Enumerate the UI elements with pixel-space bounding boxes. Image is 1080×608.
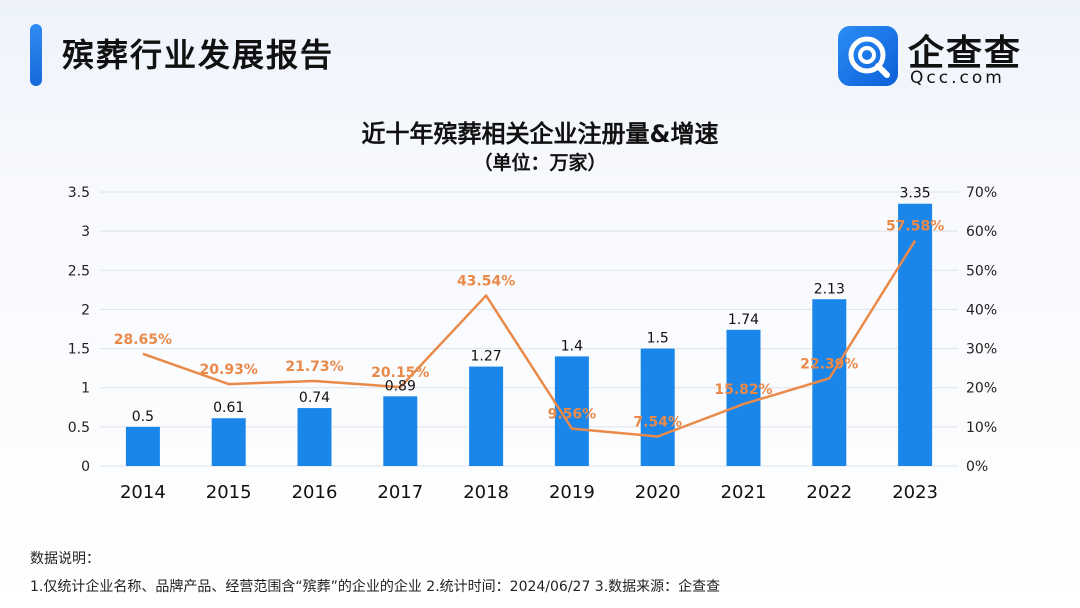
bar-data-label: 0.5	[132, 409, 154, 425]
logo-name: 企查查	[908, 33, 1023, 74]
line-data-label: 20.93%	[200, 362, 258, 378]
brand-logo: 企查查 Qcc.com	[838, 24, 1058, 88]
combo-chart: 0 0.5 1 1.5 2 2.5 3 3.5 0% 10% 20% 30% 40% 50% 60% 70% 2…	[68, 185, 997, 503]
bar-data-label: 0.89	[385, 378, 416, 394]
growth-line	[142, 239, 917, 438]
bar-data-label: 2.13	[814, 281, 845, 297]
qcc-logo-icon	[838, 26, 898, 86]
line-data-label: 9.56%	[548, 407, 597, 423]
bar	[726, 329, 761, 466]
y-left-tick-label: 1.5	[68, 342, 90, 358]
x-tick-label: 2014	[120, 482, 166, 503]
y-left-tick-label: 0	[81, 459, 90, 475]
bar-data-label: 1.27	[471, 349, 502, 365]
y-left-tick-label: 2	[81, 302, 90, 318]
y-left-tick-label: 1	[81, 381, 90, 397]
line-data-label: 7.54%	[633, 414, 682, 430]
chart-title: 近十年殡葬相关企业注册量&增速	[361, 120, 719, 148]
bar-data-label: 1.4	[561, 338, 583, 354]
x-tick-label: 2020	[635, 482, 681, 503]
bar	[898, 203, 933, 466]
y-left-tick-label: 2.5	[68, 263, 90, 279]
bar	[383, 396, 418, 466]
line-data-label: 28.65%	[114, 332, 172, 348]
x-tick-label: 2023	[892, 482, 938, 503]
x-tick-label: 2019	[549, 482, 595, 503]
x-tick-label: 2017	[377, 482, 423, 503]
page-title: 殡葬行业发展报告	[62, 36, 335, 74]
y-right-tick-label: 60%	[966, 224, 997, 240]
bar-data-label: 3.35	[900, 186, 931, 202]
chart-subtitle: （单位：万家）	[473, 152, 607, 174]
bar-data-label: 1.5	[647, 331, 669, 347]
logo-domain: Qcc.com	[910, 68, 1005, 88]
bar-data-label: 0.61	[213, 400, 244, 416]
line-data-label: 20.15%	[371, 365, 429, 381]
bar-data-label: 0.74	[299, 390, 330, 406]
x-tick-label: 2016	[292, 482, 338, 503]
line-data-label: 57.58%	[886, 219, 944, 235]
line-data-label: 15.82%	[714, 382, 772, 398]
y-right-tick-label: 40%	[966, 302, 997, 318]
y-left-tick-label: 3.5	[68, 185, 90, 201]
y-right-tick-label: 10%	[966, 420, 997, 436]
header-accent-bar	[30, 24, 42, 86]
y-right-tick-label: 0%	[966, 459, 988, 475]
y-right-tick-label: 20%	[966, 381, 997, 397]
line-data-label: 21.73%	[285, 359, 343, 375]
line-data-label: 43.54%	[457, 274, 515, 290]
x-tick-label: 2018	[463, 482, 509, 503]
x-tick-label: 2021	[721, 482, 767, 503]
x-tick-label: 2015	[206, 482, 252, 503]
x-tick-label: 2022	[806, 482, 852, 503]
bar	[211, 418, 246, 466]
notes-line: 1.仅统计企业名称、品牌产品、经营范围含“殡葬”的企业的企业 2.统计时间：20…	[30, 579, 721, 595]
bar	[297, 408, 332, 466]
y-right-tick-label: 70%	[966, 185, 997, 201]
y-left-tick-label: 0.5	[68, 420, 90, 436]
bar-data-label: 1.74	[728, 312, 759, 328]
y-right-tick-label: 50%	[966, 263, 997, 279]
bar	[125, 426, 160, 466]
bar	[469, 366, 504, 466]
y-left-tick-label: 3	[81, 224, 90, 240]
y-right-tick-label: 30%	[966, 342, 997, 358]
notes-title: 数据说明：	[30, 551, 100, 567]
line-data-label: 22.39%	[800, 356, 858, 372]
bar	[640, 348, 675, 466]
